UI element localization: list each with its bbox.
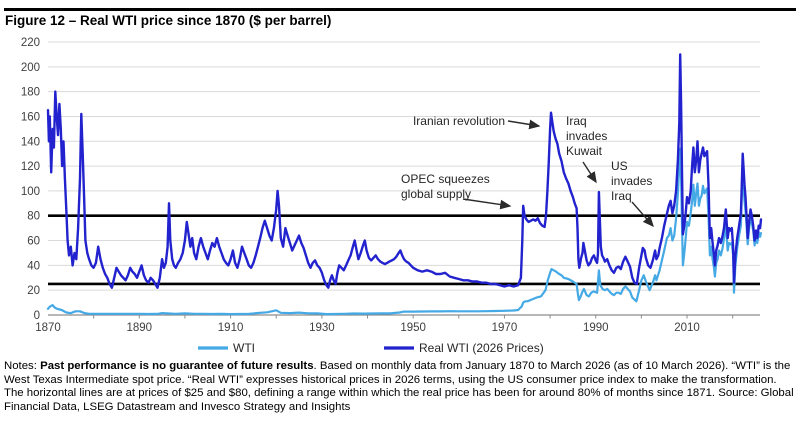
x-tick-label-1970: 1970 xyxy=(492,322,518,334)
y-tick-label-40: 40 xyxy=(27,260,40,272)
x-tick-label-1870: 1870 xyxy=(35,322,61,334)
y-tick-label-20: 20 xyxy=(27,285,40,297)
x-tick-label-2010: 2010 xyxy=(674,322,700,334)
annotation-iraq-invades-kuwait: invades xyxy=(566,129,607,143)
annotation-arrow-iraq-invades-kuwait xyxy=(582,161,597,184)
y-tick-label-200: 200 xyxy=(21,62,40,74)
series-line-real-wti-2026-prices- xyxy=(46,53,763,289)
annotation-opec-squeezes-global-supply: OPEC squeezes xyxy=(401,172,490,186)
figure-title: Figure 12 – Real WTI price since 1870 ($… xyxy=(5,13,332,28)
annotation-iraq-invades-kuwait: Iraq xyxy=(566,114,587,128)
annotation-us-invades-iraq: Iraq xyxy=(611,189,632,203)
y-tick-label-220: 220 xyxy=(21,37,40,49)
legend-label-wti: WTI xyxy=(233,341,255,355)
legend-label-real-wti: Real WTI (2026 Prices) xyxy=(419,341,544,355)
x-tick-label-1990: 1990 xyxy=(583,322,609,334)
wti-price-chart: 0 20 40 60 80 100 120 140 160 180 200 220 1870 1890 19… xyxy=(21,37,763,355)
annotation-arrow-us-invades-iraq xyxy=(631,201,654,228)
y-tick-label-140: 140 xyxy=(21,136,40,148)
x-tick-label-1950: 1950 xyxy=(400,322,426,334)
y-tick-label-180: 180 xyxy=(21,87,40,99)
y-tick-label-80: 80 xyxy=(27,211,40,223)
title-top-rule xyxy=(4,8,796,11)
x-tick-label-1890: 1890 xyxy=(126,322,152,334)
y-tick-label-60: 60 xyxy=(27,236,40,248)
y-tick-label-160: 160 xyxy=(21,111,40,123)
y-tick-label-0: 0 xyxy=(34,310,40,322)
notes-disclaimer: Past performance is no guarantee of futu… xyxy=(40,360,314,372)
annotation-iraq-invades-kuwait: Kuwait xyxy=(566,144,603,158)
notes-body: . Based on monthly data from January 187… xyxy=(4,360,794,414)
series-line-wti xyxy=(46,147,763,316)
y-tick-label-120: 120 xyxy=(21,161,40,173)
x-tick-label-1930: 1930 xyxy=(309,322,335,334)
y-tick-label-100: 100 xyxy=(21,186,40,198)
annotation-us-invades-iraq: invades xyxy=(611,174,652,188)
annotation-us-invades-iraq: US xyxy=(611,159,628,173)
annotation-arrow-iranian-revolution xyxy=(507,119,541,130)
annotation-arrow-opec-squeezes-global-supply xyxy=(462,198,512,210)
annotation-iranian-revolution: Iranian revolution xyxy=(413,114,505,128)
notes-text: Notes: Past performance is no guarantee … xyxy=(4,360,797,415)
x-tick-label-1910: 1910 xyxy=(218,322,244,334)
annotation-opec-squeezes-global-supply: global supply xyxy=(401,187,471,201)
notes-prefix: Notes: xyxy=(4,360,41,372)
